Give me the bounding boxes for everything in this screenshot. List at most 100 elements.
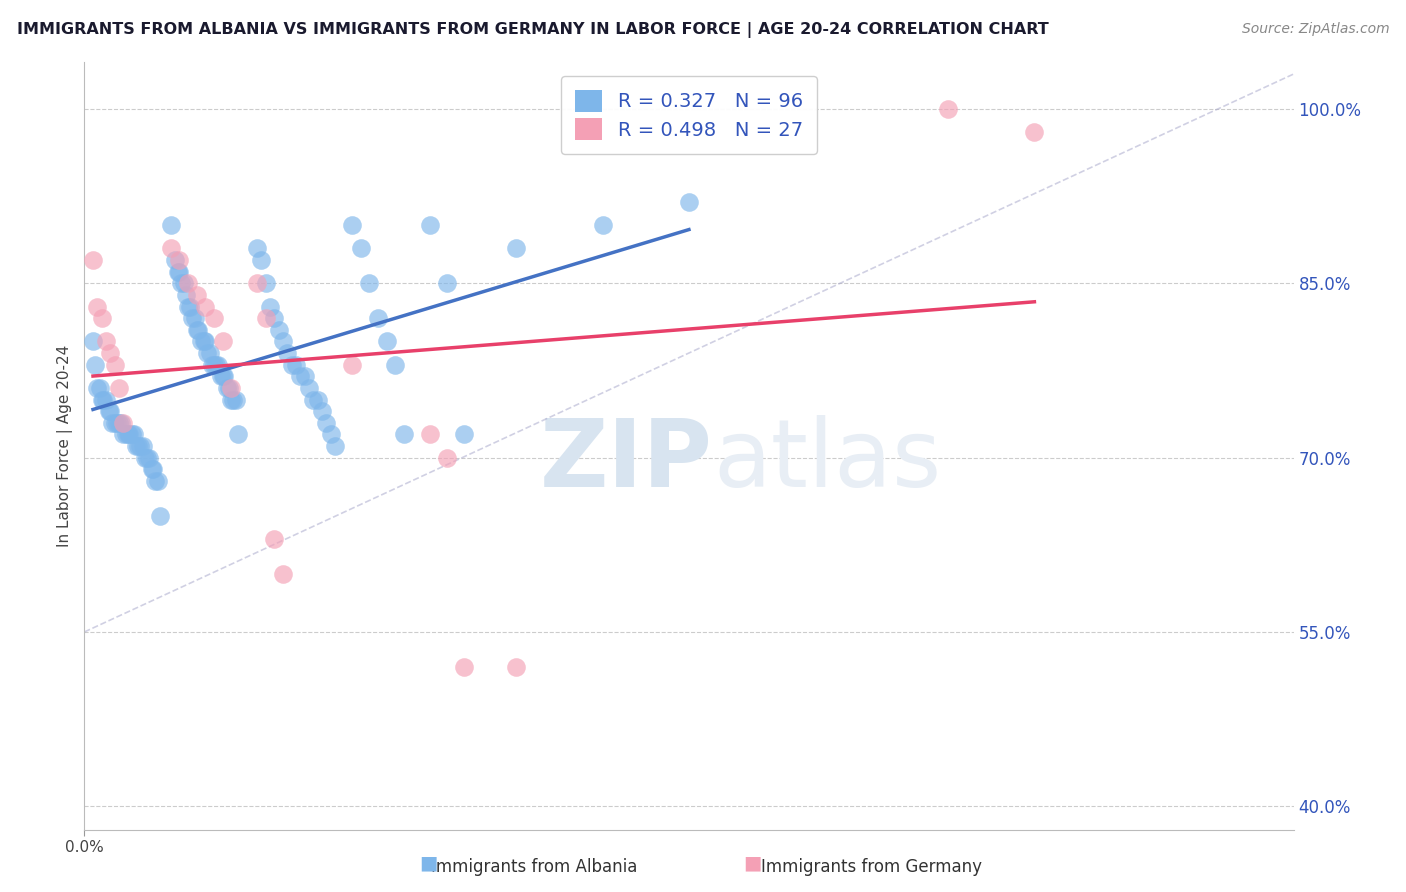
Point xyxy=(112,416,135,430)
Point xyxy=(186,323,208,337)
Point xyxy=(173,277,195,291)
Point xyxy=(110,416,132,430)
Text: ZIP: ZIP xyxy=(540,416,713,508)
Point xyxy=(86,381,108,395)
Point xyxy=(340,358,363,372)
Point xyxy=(204,358,226,372)
Point xyxy=(104,358,127,372)
Point xyxy=(267,323,290,337)
Point xyxy=(254,311,277,326)
Point xyxy=(97,404,120,418)
Point xyxy=(218,381,240,395)
Point xyxy=(315,416,337,430)
Point xyxy=(215,381,238,395)
Point xyxy=(319,427,342,442)
Y-axis label: In Labor Force | Age 20-24: In Labor Force | Age 20-24 xyxy=(58,345,73,547)
Point xyxy=(104,416,127,430)
Text: Immigrants from Albania: Immigrants from Albania xyxy=(432,858,637,876)
Point xyxy=(219,392,242,407)
Point xyxy=(298,381,321,395)
Text: Immigrants from Germany: Immigrants from Germany xyxy=(761,858,983,876)
Text: IMMIGRANTS FROM ALBANIA VS IMMIGRANTS FROM GERMANY IN LABOR FORCE | AGE 20-24 CO: IMMIGRANTS FROM ALBANIA VS IMMIGRANTS FR… xyxy=(17,22,1049,38)
Point xyxy=(159,218,181,232)
Point xyxy=(323,439,346,453)
Point xyxy=(419,427,441,442)
Point xyxy=(392,427,415,442)
Point xyxy=(121,427,143,442)
Point xyxy=(222,392,245,407)
Point xyxy=(125,439,148,453)
Point xyxy=(166,265,188,279)
Point xyxy=(307,392,329,407)
Point xyxy=(194,300,217,314)
Point xyxy=(149,508,172,523)
Point xyxy=(592,218,614,232)
Point xyxy=(193,334,215,349)
Point xyxy=(108,416,131,430)
Point xyxy=(271,334,294,349)
Point xyxy=(98,404,121,418)
Point xyxy=(127,439,149,453)
Point xyxy=(177,277,200,291)
Point xyxy=(181,311,204,326)
Point xyxy=(142,462,165,476)
Point xyxy=(436,450,458,465)
Point xyxy=(453,427,475,442)
Point xyxy=(359,277,381,291)
Point xyxy=(350,241,373,255)
Point xyxy=(124,427,146,442)
Point xyxy=(214,369,236,384)
Point xyxy=(226,427,249,442)
Point xyxy=(89,381,111,395)
Point xyxy=(170,277,193,291)
Point xyxy=(86,300,108,314)
Point xyxy=(280,358,302,372)
Point xyxy=(187,323,209,337)
Point xyxy=(138,450,160,465)
Point xyxy=(198,346,221,360)
Point xyxy=(179,300,201,314)
Point xyxy=(118,427,141,442)
Point xyxy=(101,416,124,430)
Point xyxy=(453,660,475,674)
Point xyxy=(186,288,208,302)
Legend: R = 0.327   N = 96, R = 0.498   N = 27: R = 0.327 N = 96, R = 0.498 N = 27 xyxy=(561,76,817,154)
Point xyxy=(201,358,224,372)
Point xyxy=(276,346,298,360)
Point xyxy=(177,300,200,314)
Point xyxy=(225,392,247,407)
Point xyxy=(246,241,269,255)
Point xyxy=(129,439,152,453)
Point xyxy=(169,253,191,268)
Point xyxy=(159,241,181,255)
Point xyxy=(211,334,233,349)
Point xyxy=(219,381,242,395)
Point xyxy=(146,474,169,488)
Point xyxy=(311,404,333,418)
Point xyxy=(134,450,156,465)
Point xyxy=(436,277,458,291)
Text: ■: ■ xyxy=(742,854,762,872)
Point xyxy=(108,381,131,395)
Point xyxy=(505,241,527,255)
Point xyxy=(98,346,121,360)
Point xyxy=(195,346,218,360)
Point xyxy=(82,334,104,349)
Point xyxy=(141,462,163,476)
Point xyxy=(143,474,166,488)
Point xyxy=(93,392,115,407)
Point xyxy=(263,532,285,546)
Point xyxy=(194,334,217,349)
Point xyxy=(375,334,398,349)
Point xyxy=(114,427,136,442)
Point xyxy=(367,311,389,326)
Point xyxy=(294,369,316,384)
Point xyxy=(678,194,700,209)
Point xyxy=(936,102,959,116)
Point xyxy=(250,253,273,268)
Point xyxy=(202,358,225,372)
Point xyxy=(90,392,112,407)
Point xyxy=(174,288,197,302)
Point xyxy=(419,218,441,232)
Point xyxy=(246,277,269,291)
